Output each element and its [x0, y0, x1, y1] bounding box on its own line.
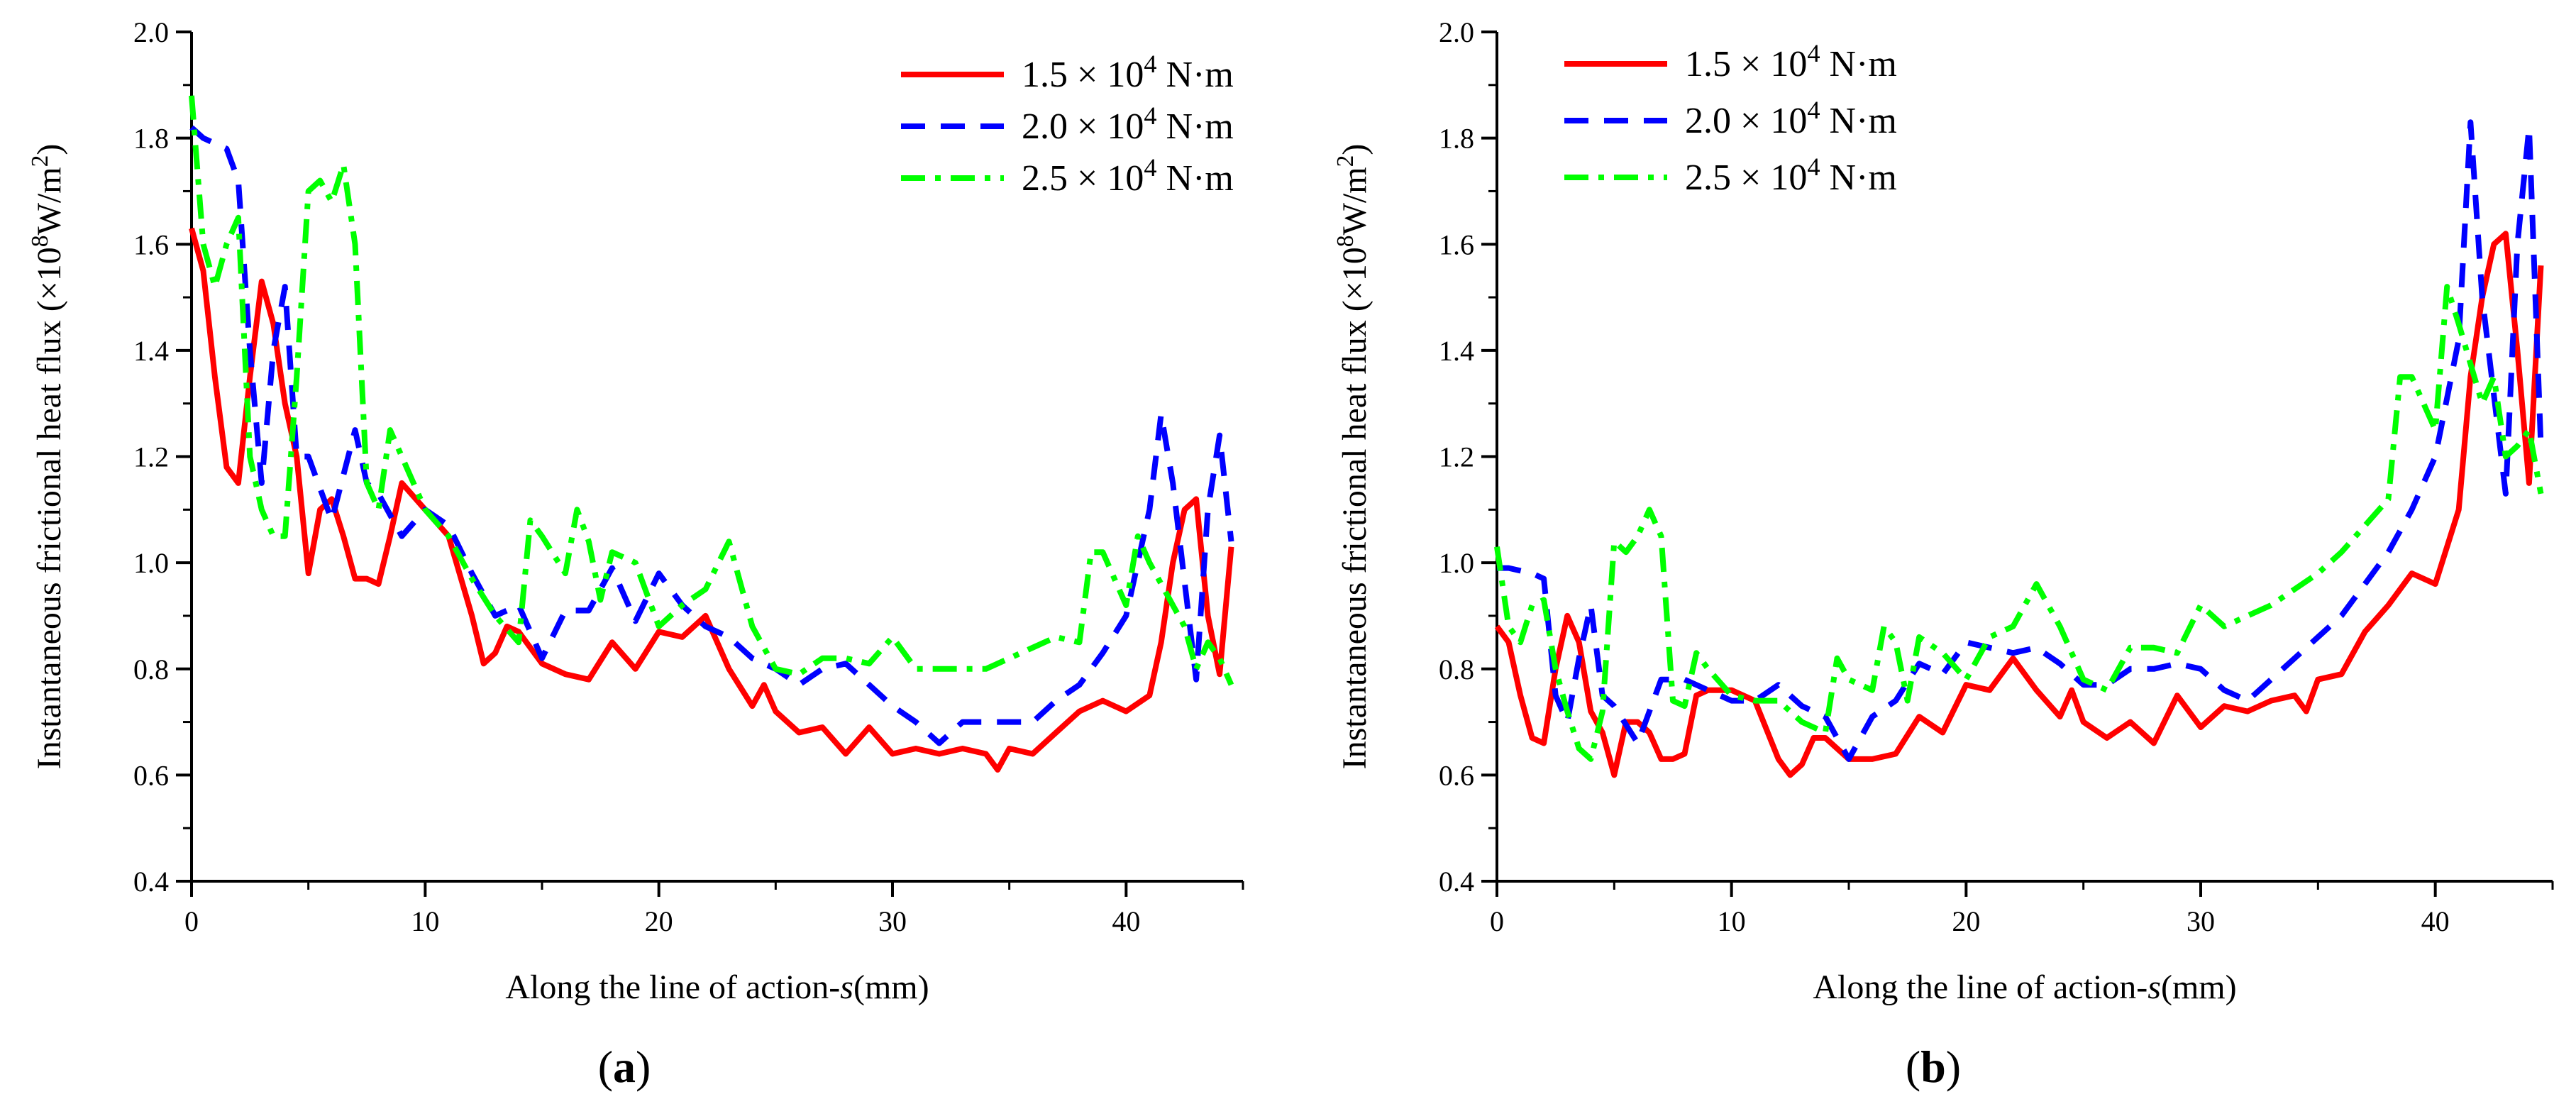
chart-panel-a: 0.4 0.6 0.8 1.0 1.2 1.4 1.6 1.8 2.0 0 10 20 30 40 Alon… [27, 16, 1244, 1092]
panel-label: (b) [1906, 1042, 1961, 1092]
x-tick-label: 30 [2187, 905, 2215, 937]
x-tick-label: 0 [184, 905, 199, 937]
y-tick-label: 1.4 [133, 335, 169, 367]
x-tick-label: 40 [1112, 905, 1140, 937]
x-tick-label: 30 [878, 905, 907, 937]
y-tick-label: 2.0 [133, 16, 169, 48]
x-axis-title: Along the line of action-s(mm) [1813, 968, 2236, 1006]
y-tick-label: 0.8 [133, 653, 169, 685]
y-tick-label: 1.2 [133, 441, 169, 473]
x-tick-label: 0 [1490, 905, 1504, 937]
series-line-3 [189, 95, 1234, 686]
y-tick-label: 1.0 [1439, 547, 1474, 579]
y-tick-label: 0.8 [1439, 653, 1474, 685]
x-tick-label: 10 [1718, 905, 1746, 937]
y-tick-label: 0.6 [1439, 759, 1474, 791]
y-tick-label: 0.4 [133, 866, 169, 898]
series-line-3 [1494, 284, 2544, 762]
legend-label-1: 1.5 × 104 N·m [1022, 50, 1234, 95]
legend-label-3: 2.5 × 104 N·m [1022, 153, 1234, 199]
y-tick-label: 0.6 [133, 759, 169, 791]
x-tick-label: 20 [1952, 905, 1980, 937]
chart-panel-b: 0.4 0.6 0.8 1.0 1.2 1.4 1.6 1.8 2.0 0 10 20 30 40 Alon… [1332, 16, 2554, 1092]
y-axis-title: Instantaneous frictional heat flux (×108… [27, 144, 69, 770]
series-line-1 [1494, 231, 2544, 778]
x-tick-label: 40 [2421, 905, 2450, 937]
y-tick-label: 1.0 [133, 547, 169, 579]
legend-label-2: 2.0 × 104 N·m [1685, 96, 1897, 141]
y-tick-label: 1.8 [1439, 123, 1474, 155]
y-tick-label: 2.0 [1439, 16, 1474, 48]
x-tick-label: 10 [411, 905, 439, 937]
legend-label-1: 1.5 × 104 N·m [1685, 39, 1897, 84]
x-axis-title: Along the line of action-s(mm) [505, 968, 929, 1006]
panel-label: (a) [598, 1042, 651, 1092]
y-axis-title: Instantaneous frictional heat flux (×108… [1332, 144, 1374, 770]
legend: 1.5 × 104 N·m 2.0 × 104 N·m 2.5 × 104 N·m [901, 50, 1234, 199]
x-tick-label: 20 [645, 905, 673, 937]
series-line-2 [189, 125, 1234, 746]
y-tick-label: 0.4 [1439, 866, 1474, 898]
legend-label-3: 2.5 × 104 N·m [1685, 153, 1897, 198]
legend: 1.5 × 104 N·m 2.0 × 104 N·m 2.5 × 104 N·m [1564, 39, 1897, 198]
y-tick-label: 1.6 [1439, 228, 1474, 260]
y-tick-label: 1.2 [1439, 441, 1474, 473]
series-line-1 [189, 227, 1234, 773]
y-tick-label: 1.6 [133, 228, 169, 260]
y-tick-label: 1.4 [1439, 335, 1474, 367]
legend-label-2: 2.0 × 104 N·m [1022, 101, 1234, 147]
series-line-2 [1497, 119, 2544, 762]
y-tick-label: 1.8 [133, 123, 169, 155]
